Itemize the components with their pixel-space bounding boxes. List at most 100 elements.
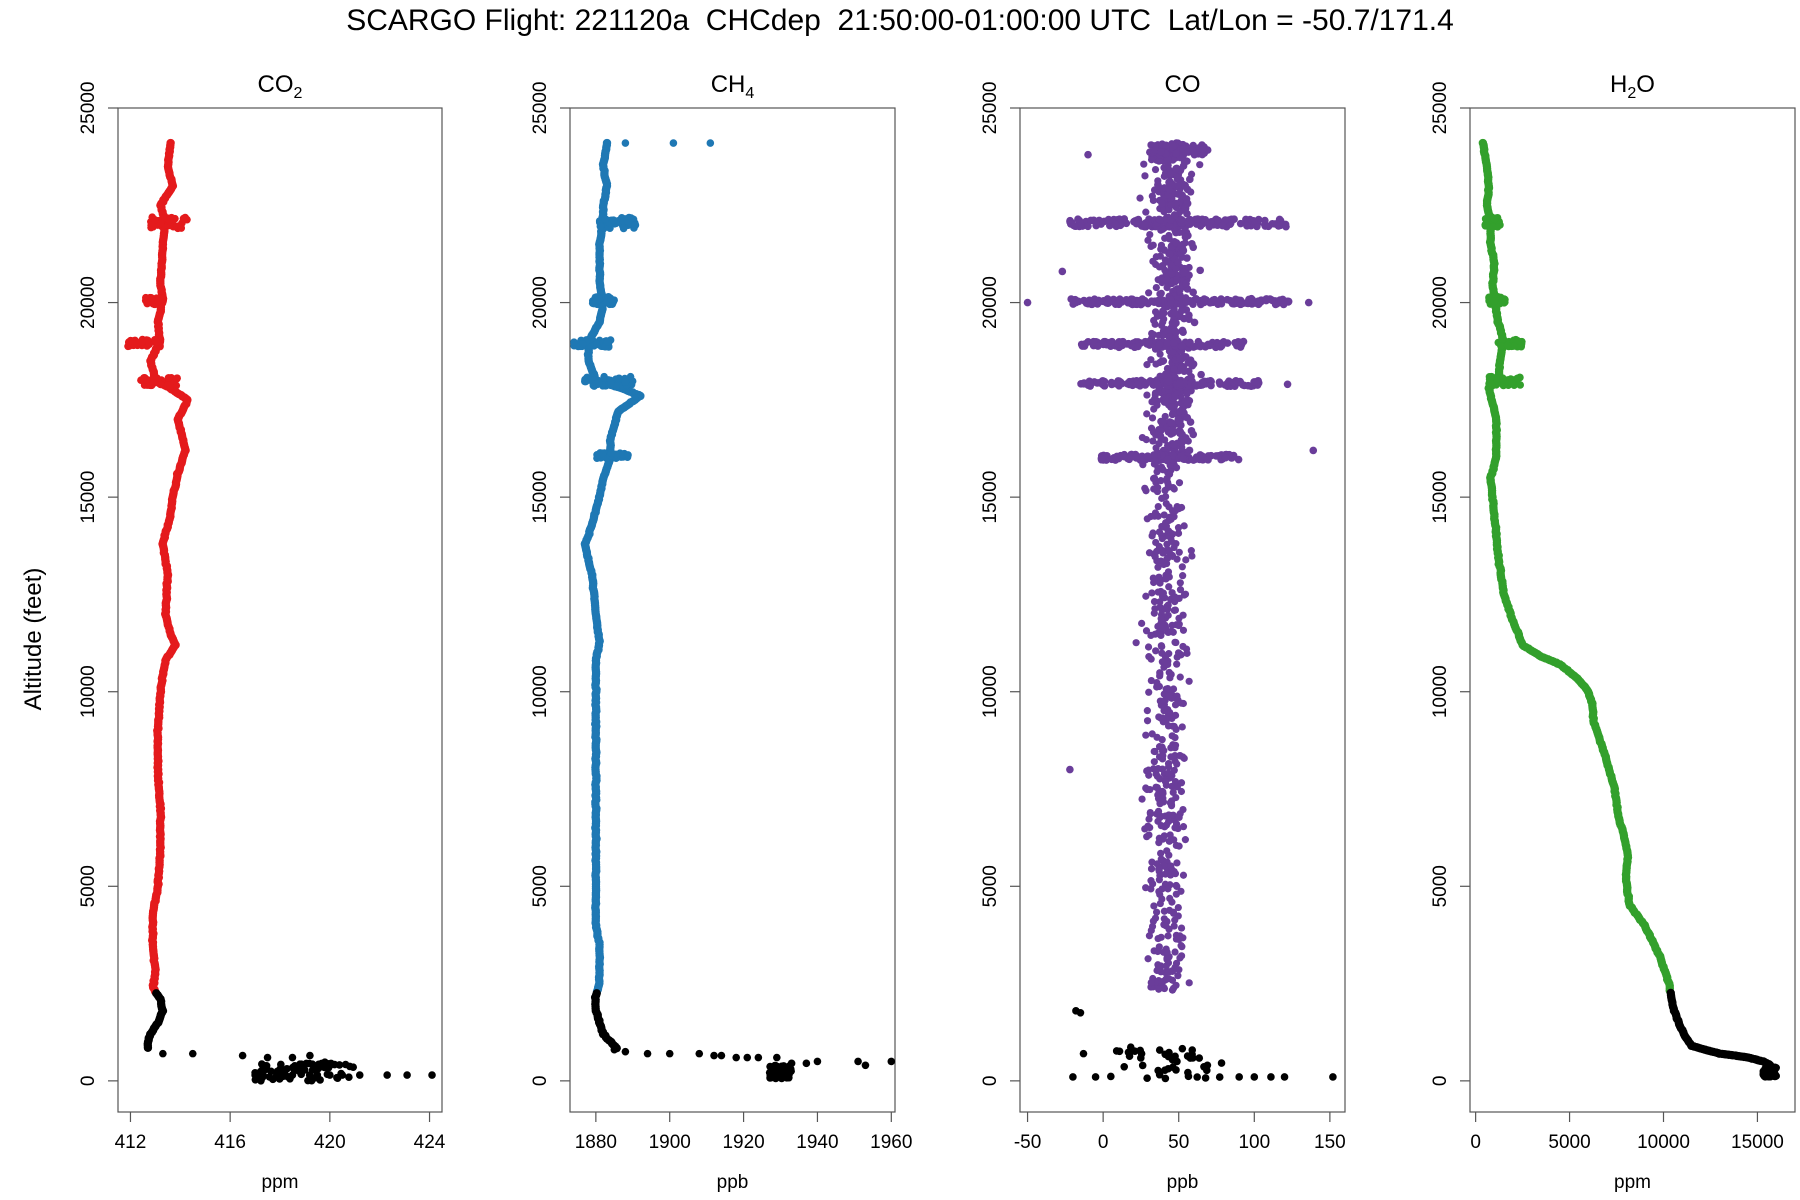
data-point [1188,552,1196,560]
data-point [1147,865,1156,873]
data-point [1167,862,1175,870]
data-point [1162,962,1170,970]
data-point [887,1057,896,1066]
data-point [1148,589,1156,597]
points-h2o [1478,138,1780,1081]
data-point [1164,377,1173,386]
data-point [1153,679,1161,687]
data-point [631,221,639,229]
data-point [1123,298,1132,306]
panel-co: CO 0 5000 10000 15000 20000 25000 -50 0 50 100 150 p… [980,71,1346,1193]
data-point [1150,902,1158,910]
data-point [1163,948,1171,956]
data-point [1159,549,1167,557]
data-point [1138,1061,1147,1070]
data-point [1132,639,1140,647]
data-point [1170,543,1178,552]
data-point [1125,1052,1134,1060]
data-point [1159,417,1168,426]
data-point [754,1053,763,1062]
data-point [1174,529,1183,537]
data-point [1215,1073,1224,1081]
y-tick-label: 10000 [530,665,551,718]
data-point [1152,253,1160,261]
points-co [1023,139,1337,1083]
data-point [1138,299,1147,307]
data-point [1166,216,1175,224]
data-point [710,1051,718,1060]
data-point [1157,289,1165,297]
data-point [1160,707,1168,715]
data-point [1145,289,1153,297]
data-point [785,1070,793,1079]
data-point [1487,372,1496,381]
data-point [1198,150,1207,159]
y-tick-label: 10000 [1430,665,1451,718]
data-point [1166,674,1174,682]
data-point [1156,775,1164,783]
y-tick-label: 0 [78,1076,99,1087]
data-point [1164,161,1172,169]
x-tick-label: 1940 [796,1132,838,1153]
data-point [1147,978,1155,987]
data-point [1176,579,1184,587]
data-point [581,377,589,386]
data-point [188,1049,197,1058]
x-tick-label: 1920 [722,1132,764,1153]
data-point [1165,470,1174,478]
data-point [1490,297,1499,305]
data-point [1150,758,1158,766]
data-point [621,1047,630,1056]
data-point [1143,391,1151,399]
panel-h2o: H2O 0 5000 10000 15000 20000 25000 0 5000 10000 15… [1430,71,1796,1193]
data-point [1182,279,1190,288]
data-point [1143,361,1151,369]
data-point [1133,380,1142,389]
data-point [1185,979,1193,987]
data-point [1159,318,1167,326]
data-point [1503,341,1512,350]
data-point [861,1061,870,1070]
data-point [1179,245,1187,254]
data-point [1159,788,1167,796]
data-point [1143,515,1151,523]
data-point [1154,387,1162,396]
data-point [773,1053,781,1062]
data-point [1149,574,1157,582]
data-point [238,1051,247,1060]
y-tick-label: 25000 [1430,82,1451,135]
points-ch4 [570,138,896,1083]
data-point [1179,642,1187,651]
data-point [1501,298,1509,307]
data-point [1198,145,1207,153]
data-point [1184,1072,1193,1081]
data-point [578,340,587,348]
data-point [306,1051,314,1060]
data-point [335,1061,344,1069]
data-point [1233,341,1241,350]
data-point [1329,1073,1337,1081]
data-point [1160,663,1168,671]
data-point [1165,650,1173,658]
data-point [147,223,155,232]
data-point [1058,267,1067,276]
data-point [313,1071,322,1079]
data-point [1187,547,1195,555]
data-point [778,1065,787,1074]
data-point [787,1059,796,1068]
data-point [1179,572,1187,580]
data-point [1111,220,1120,229]
data-point [1085,378,1094,387]
data-point [1150,609,1158,617]
panel-ch4: CH4 0 5000 10000 15000 20000 25000 1880 1900 1920… [530,71,912,1193]
chart-title: SCARGO Flight: 221120a CHCdep 21:50:00-0… [346,4,1454,37]
data-point [1158,649,1166,657]
data-point [765,1068,774,1077]
data-point [1166,299,1175,308]
data-point [1189,343,1198,351]
plot-frame [1019,107,1346,1113]
data-point [1167,811,1175,820]
data-point [1158,895,1166,903]
data-point [1157,614,1165,623]
data-point [1171,916,1179,924]
